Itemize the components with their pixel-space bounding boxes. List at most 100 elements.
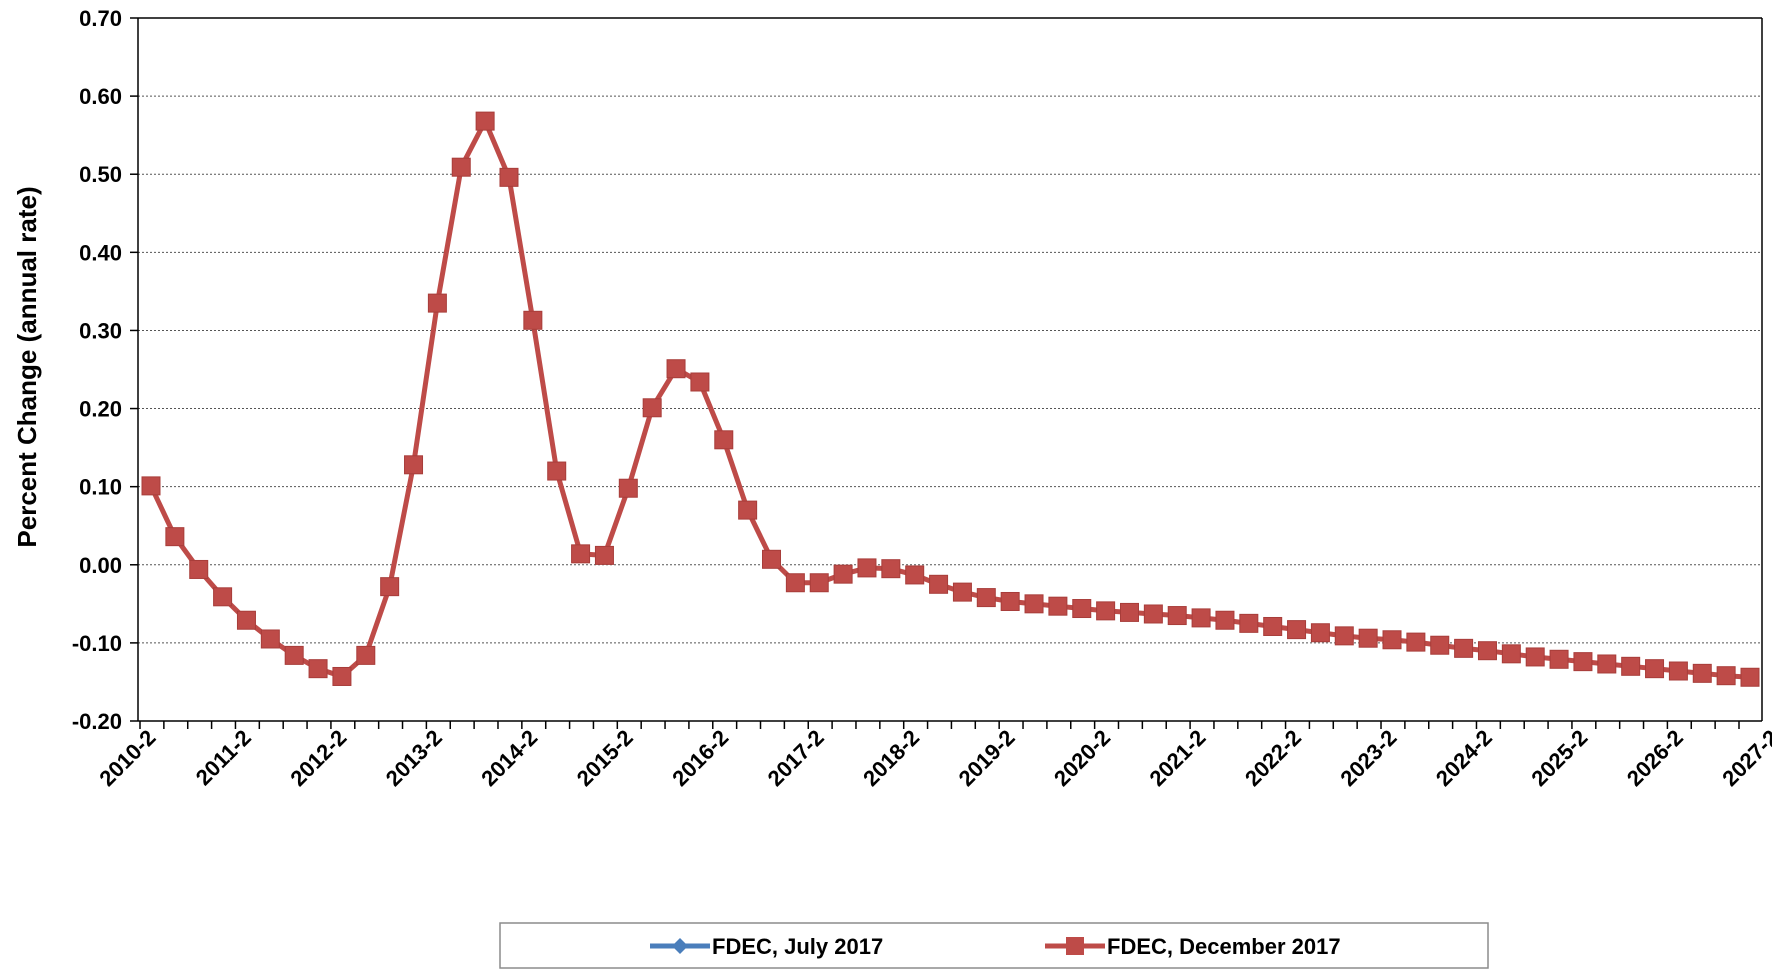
x-tick-label: 2016-2 bbox=[667, 725, 733, 791]
x-tick-label: 2011-2 bbox=[191, 725, 256, 790]
data-point-marker bbox=[762, 549, 782, 569]
x-tick-label: 2010-2 bbox=[94, 725, 160, 791]
legend-label: FDEC, July 2017 bbox=[712, 934, 883, 959]
data-point-marker bbox=[976, 588, 996, 608]
data-point-marker bbox=[1239, 613, 1259, 633]
data-point-marker bbox=[809, 573, 829, 593]
y-axis-title: Percent Change (annual rate) bbox=[12, 186, 42, 547]
data-point-marker bbox=[1143, 604, 1163, 624]
data-point-marker bbox=[1525, 647, 1545, 667]
legend-label: FDEC, December 2017 bbox=[1107, 934, 1341, 959]
data-point-marker bbox=[1119, 602, 1139, 622]
data-point-marker bbox=[1334, 626, 1354, 646]
data-point-marker bbox=[523, 310, 543, 330]
data-point-marker bbox=[642, 398, 662, 418]
data-point-marker bbox=[332, 666, 352, 686]
data-point-marker bbox=[284, 645, 304, 665]
data-point-marker bbox=[1645, 659, 1665, 679]
x-tick-label: 2018-2 bbox=[858, 725, 924, 791]
data-point-marker bbox=[881, 559, 901, 579]
data-point-marker bbox=[1668, 661, 1688, 681]
x-tick-label: 2027-2 bbox=[1717, 725, 1772, 791]
data-point-marker bbox=[785, 573, 805, 593]
data-point-marker bbox=[1621, 656, 1641, 676]
data-point-marker bbox=[475, 111, 495, 131]
data-point-marker bbox=[213, 587, 233, 607]
data-point-marker bbox=[380, 577, 400, 597]
y-tick-label: 0.70 bbox=[79, 6, 122, 31]
x-tick-label: 2014-2 bbox=[476, 725, 542, 791]
data-point-marker bbox=[1382, 630, 1402, 650]
data-point-marker bbox=[1716, 666, 1736, 686]
data-point-marker bbox=[666, 359, 686, 379]
data-point-marker bbox=[690, 372, 710, 392]
x-tick-label: 2023-2 bbox=[1335, 725, 1401, 791]
data-point-marker bbox=[547, 461, 567, 481]
axes bbox=[130, 17, 1763, 729]
data-point-marker bbox=[1024, 594, 1044, 614]
data-point-marker bbox=[571, 544, 591, 564]
x-tick-label: 2017-2 bbox=[763, 725, 829, 791]
data-point-marker bbox=[1215, 610, 1235, 630]
data-point-marker bbox=[451, 157, 471, 177]
data-point-marker bbox=[1048, 596, 1068, 616]
data-point-marker bbox=[1310, 623, 1330, 643]
legend-marker bbox=[672, 938, 688, 954]
y-tick-label: 0.20 bbox=[79, 397, 122, 422]
data-point-marker bbox=[1263, 616, 1283, 636]
data-point-marker bbox=[1406, 632, 1426, 652]
series-layer bbox=[141, 111, 1760, 687]
data-point-marker bbox=[1096, 601, 1116, 621]
data-point-marker bbox=[1549, 649, 1569, 669]
data-point-marker bbox=[1454, 638, 1474, 658]
data-point-marker bbox=[1573, 652, 1593, 672]
data-point-marker bbox=[260, 629, 280, 649]
data-point-marker bbox=[1167, 606, 1187, 626]
x-tick-label: 2025-2 bbox=[1526, 725, 1592, 791]
data-point-marker bbox=[427, 293, 447, 313]
x-tick-label: 2015-2 bbox=[572, 725, 638, 791]
data-point-marker bbox=[1740, 667, 1760, 687]
y-tick-labels: 0.70 0.60 0.50 0.40 0.30 0.20 0.10 0.00 -0.10 -0.… bbox=[72, 6, 122, 734]
data-point-marker bbox=[165, 527, 185, 547]
data-point-marker bbox=[1501, 644, 1521, 664]
data-point-marker bbox=[189, 559, 209, 579]
data-point-marker bbox=[857, 558, 877, 578]
x-tick-label: 2022-2 bbox=[1240, 725, 1306, 791]
data-point-marker bbox=[594, 545, 614, 565]
x-tick-label: 2019-2 bbox=[954, 725, 1020, 791]
x-tick-labels: 2010-2 2011-2 2012-2 2013-2 2014-2 2015-2 2016… bbox=[94, 725, 1772, 791]
data-point-marker bbox=[1358, 628, 1378, 648]
data-point-marker bbox=[1191, 608, 1211, 628]
data-point-marker bbox=[714, 430, 734, 450]
x-tick-label: 2024-2 bbox=[1431, 725, 1497, 791]
data-point-marker bbox=[236, 610, 256, 630]
data-point-marker bbox=[1287, 620, 1307, 640]
data-point-marker bbox=[356, 645, 376, 665]
x-tick-label: 2013-2 bbox=[381, 725, 447, 791]
data-point-marker bbox=[1072, 599, 1092, 619]
data-point-marker bbox=[1597, 654, 1617, 674]
data-point-marker bbox=[929, 574, 949, 594]
data-point-marker bbox=[952, 582, 972, 602]
data-point-marker bbox=[905, 565, 925, 585]
y-tick-label: 0.50 bbox=[79, 162, 122, 187]
data-point-marker bbox=[404, 455, 424, 475]
data-point-marker bbox=[1692, 663, 1712, 683]
data-point-marker bbox=[141, 476, 161, 496]
data-point-marker bbox=[1000, 591, 1020, 611]
data-point-marker bbox=[738, 500, 758, 520]
y-tick-label: 0.30 bbox=[79, 318, 122, 343]
y-tick-label: 0.10 bbox=[79, 475, 122, 500]
y-tick-label: 0.00 bbox=[79, 553, 122, 578]
legend-marker bbox=[1066, 937, 1084, 955]
data-point-marker bbox=[1477, 641, 1497, 661]
x-tick-label: 2012-2 bbox=[285, 725, 351, 791]
x-tick-label: 2026-2 bbox=[1622, 725, 1688, 791]
data-point-marker bbox=[308, 659, 328, 679]
legend: FDEC, July 2017 FDEC, December 2017 bbox=[499, 922, 1489, 969]
y-tick-label: 0.60 bbox=[79, 84, 122, 109]
y-tick-label: -0.20 bbox=[72, 709, 122, 734]
y-tick-label: 0.40 bbox=[79, 240, 122, 265]
